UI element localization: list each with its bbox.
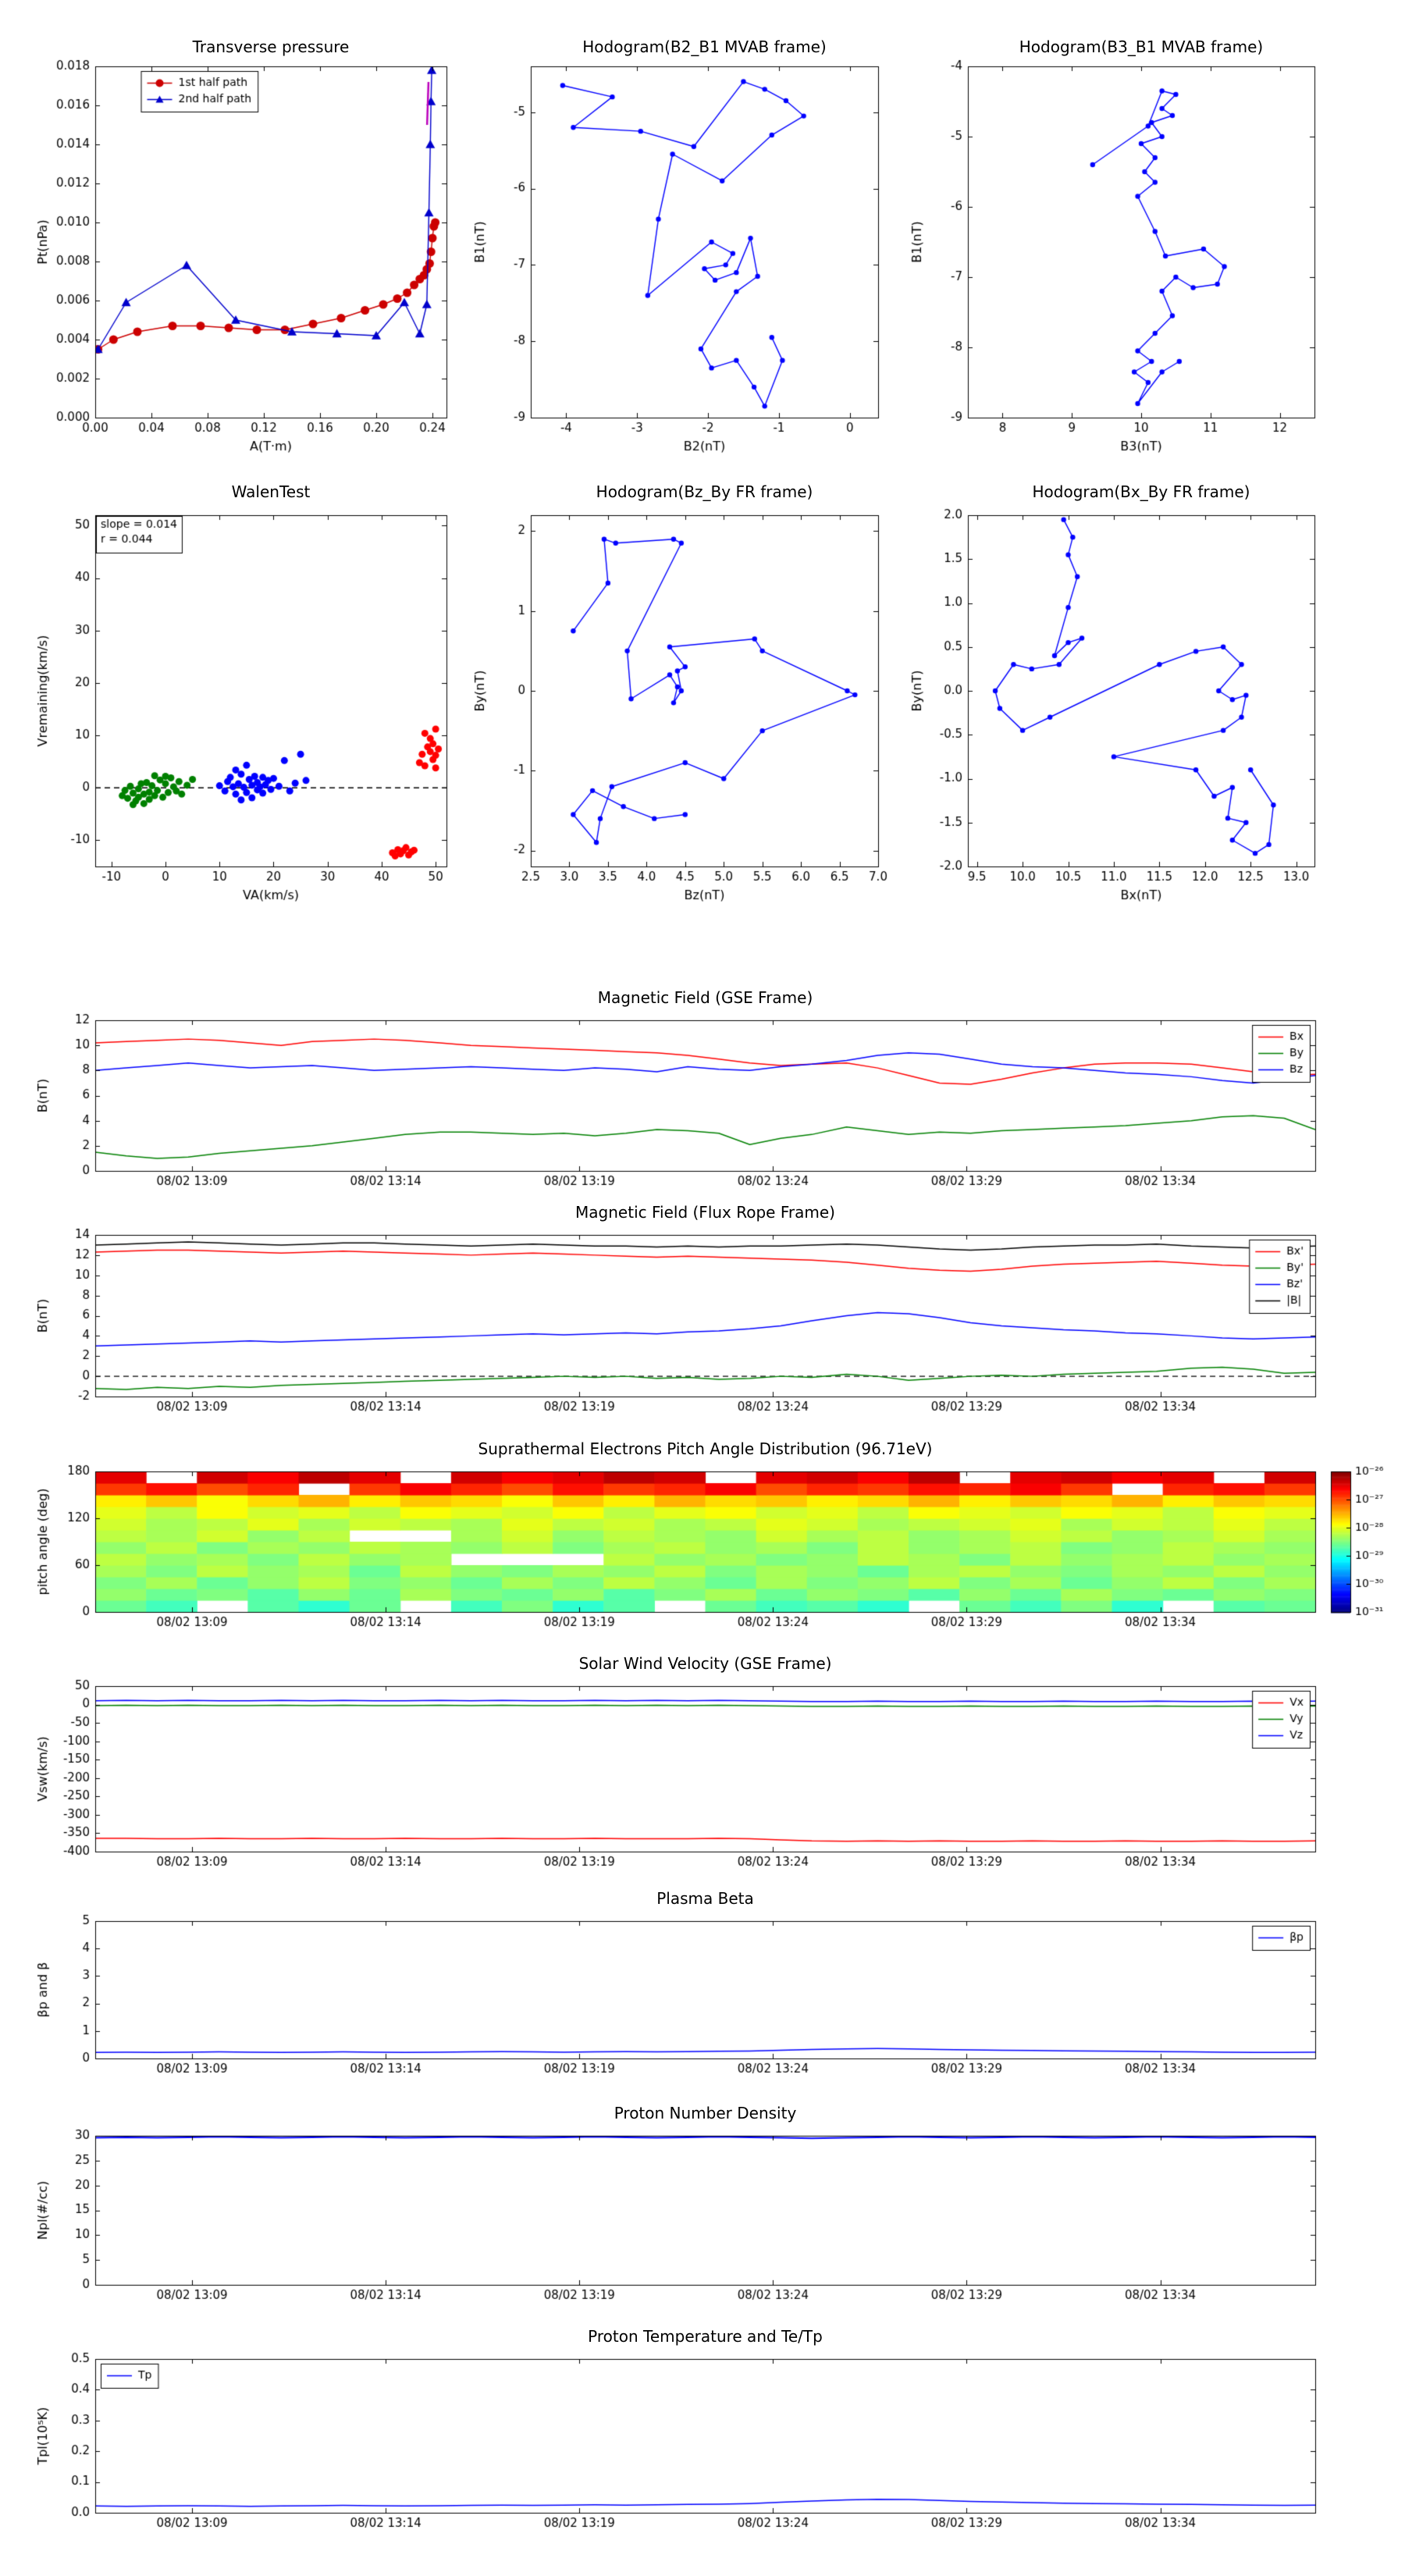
plot-proton-number-density	[31, 2126, 1374, 2320]
plot-hodogram-b2-b1	[468, 35, 905, 472]
plot-hodogram-bz-by	[468, 480, 905, 925]
plot-solar-wind-velocity	[31, 1677, 1374, 1887]
title-walen-test: WalenTest	[231, 482, 311, 501]
title-hodogram-bx-by: Hodogram(Bx_By FR frame)	[1032, 482, 1250, 501]
plot-plasma-beta	[31, 1912, 1374, 2094]
title-solar-wind-velocity: Solar Wind Velocity (GSE Frame)	[578, 1654, 832, 1673]
title-pitch-angle-distribution: Suprathermal Electrons Pitch Angle Distr…	[478, 1439, 933, 1458]
title-magnetic-field-flux-rope: Magnetic Field (Flux Rope Frame)	[575, 1203, 835, 1222]
title-magnetic-field-gse: Magnetic Field (GSE Frame)	[597, 988, 813, 1007]
title-proton-number-density: Proton Number Density	[614, 2104, 797, 2122]
plot-proton-temperature	[31, 2350, 1374, 2548]
title-proton-temperature: Proton Temperature and Te/Tp	[588, 2327, 823, 2346]
plot-electron-pitch-angle-distribution	[31, 1462, 1405, 1647]
title-hodogram-b2-b1: Hodogram(B2_B1 MVAB frame)	[582, 37, 827, 56]
plot-hodogram-bx-by	[905, 480, 1343, 925]
plot-transverse-pressure	[31, 35, 468, 472]
plot-magnetic-field-gse	[31, 1011, 1374, 1206]
title-plasma-beta: Plasma Beta	[656, 1889, 754, 1908]
plot-magnetic-field-flux-rope	[31, 1226, 1374, 1432]
plot-hodogram-b3-b1	[905, 35, 1343, 472]
title-hodogram-bz-by: Hodogram(Bz_By FR frame)	[596, 482, 813, 501]
title-hodogram-b3-b1: Hodogram(B3_B1 MVAB frame)	[1019, 37, 1264, 56]
title-transverse-pressure: Transverse pressure	[192, 37, 350, 56]
plot-walen-test	[31, 480, 468, 925]
